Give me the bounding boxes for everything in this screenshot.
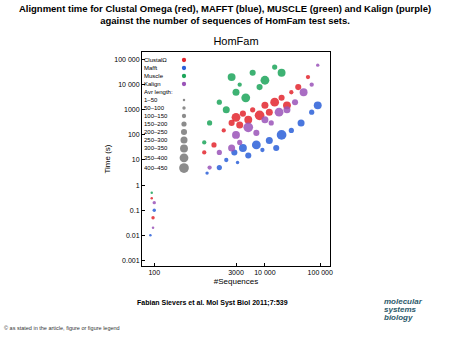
svg-text:250–300: 250–300 — [144, 137, 168, 143]
svg-text:50–100: 50–100 — [144, 105, 165, 111]
svg-text:Muscle: Muscle — [144, 73, 164, 79]
html-text:molecular systems biology: molecular systems biology — [384, 297, 422, 322]
svg-text:0.1: 0.1 — [130, 207, 140, 214]
svg-text:100 000: 100 000 — [308, 269, 333, 276]
html-text:Fabian Sievers et al. Mol Syst: Fabian Sievers et al. Mol Syst Biol 2011… — [137, 299, 288, 306]
svg-text:Avr length:: Avr length: — [144, 89, 173, 95]
svg-text:400–450: 400–450 — [144, 165, 168, 171]
html-text:© as stated in the article, fi: © as stated in the article, figure or fi… — [4, 325, 120, 331]
svg-text:Kalign: Kalign — [144, 81, 161, 87]
svg-text:Mafft: Mafft — [144, 65, 158, 71]
svg-text:100–150: 100–150 — [144, 113, 168, 119]
svg-text:100 000: 100 000 — [114, 56, 139, 63]
svg-text:300–350: 300–350 — [144, 145, 168, 151]
svg-text:3000: 3000 — [228, 269, 244, 276]
svg-text:HomFam: HomFam — [213, 35, 258, 47]
svg-text:150–200: 150–200 — [144, 121, 168, 127]
svg-text:10 000: 10 000 — [118, 81, 140, 88]
svg-text:Time (s): Time (s) — [103, 144, 112, 173]
svg-text:350–400: 350–400 — [144, 155, 168, 161]
svg-text:#Sequences: #Sequences — [214, 277, 258, 286]
svg-text:100: 100 — [128, 131, 140, 138]
svg-text:1–50: 1–50 — [144, 97, 158, 103]
svg-text:10 000: 10 000 — [254, 269, 276, 276]
svg-text:200–250: 200–250 — [144, 129, 168, 135]
svg-text:1: 1 — [136, 182, 140, 189]
svg-text:100: 100 — [148, 269, 160, 276]
svg-text:ClustalΩ: ClustalΩ — [144, 57, 167, 63]
svg-text:10: 10 — [132, 156, 140, 163]
html-text:Alignment time for Clustal Ome: Alignment time for Clustal Omega (red), … — [18, 3, 432, 26]
svg-text:1000: 1000 — [124, 106, 140, 113]
svg-text:0.001: 0.001 — [122, 257, 140, 264]
svg-text:0.01: 0.01 — [126, 232, 140, 239]
